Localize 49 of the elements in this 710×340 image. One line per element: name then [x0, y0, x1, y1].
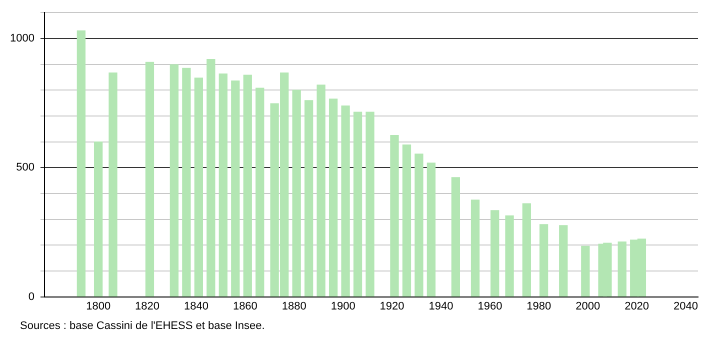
y-tick-label: 500 [16, 162, 34, 174]
x-tick-label: 1920 [380, 300, 404, 312]
bar [76, 30, 86, 297]
y-tick-label: 0 [28, 290, 34, 303]
x-tick-label: 1940 [428, 300, 454, 312]
bar [341, 106, 350, 297]
bar [451, 177, 460, 297]
bar [145, 62, 154, 297]
bar [316, 84, 326, 297]
bar [256, 88, 264, 297]
bar [170, 64, 179, 297]
bar [490, 210, 500, 297]
bar [243, 74, 252, 297]
x-tick-label: 1820 [135, 300, 160, 312]
bar [522, 203, 531, 297]
x-tick-label: 1860 [232, 300, 258, 312]
x-tick-label: 1880 [282, 300, 306, 312]
x-tick-label: 2040 [674, 300, 698, 312]
bar [366, 112, 374, 297]
x-tick-label: 1800 [86, 300, 111, 312]
bar [182, 68, 191, 297]
bar [353, 112, 362, 297]
bar [414, 154, 424, 297]
bar [206, 59, 216, 297]
source-note: Sources : base Cassini de l'EHESS et base Insee. [20, 320, 265, 332]
bar [539, 224, 548, 297]
x-tick-label: 2020 [624, 300, 650, 312]
bar [505, 215, 514, 297]
bar [194, 78, 204, 297]
bar [618, 241, 626, 297]
x-tick-label: 1840 [184, 300, 208, 312]
bar [402, 144, 412, 297]
y-tick-label: 1000 [10, 32, 34, 44]
bar [390, 134, 399, 297]
bar [94, 141, 103, 297]
bar [328, 98, 338, 297]
x-tick-label: 1960 [478, 300, 502, 312]
bar [581, 246, 590, 297]
bar [426, 162, 436, 297]
bar [218, 74, 228, 297]
bar [470, 200, 480, 297]
bar [304, 100, 314, 297]
x-tick-label: 1900 [330, 300, 356, 312]
bar [108, 72, 118, 297]
bar [231, 80, 240, 297]
bar [559, 225, 568, 297]
bar [292, 90, 301, 297]
x-tick-label: 1980 [526, 300, 552, 312]
x-tick-label: 2000 [576, 300, 600, 312]
